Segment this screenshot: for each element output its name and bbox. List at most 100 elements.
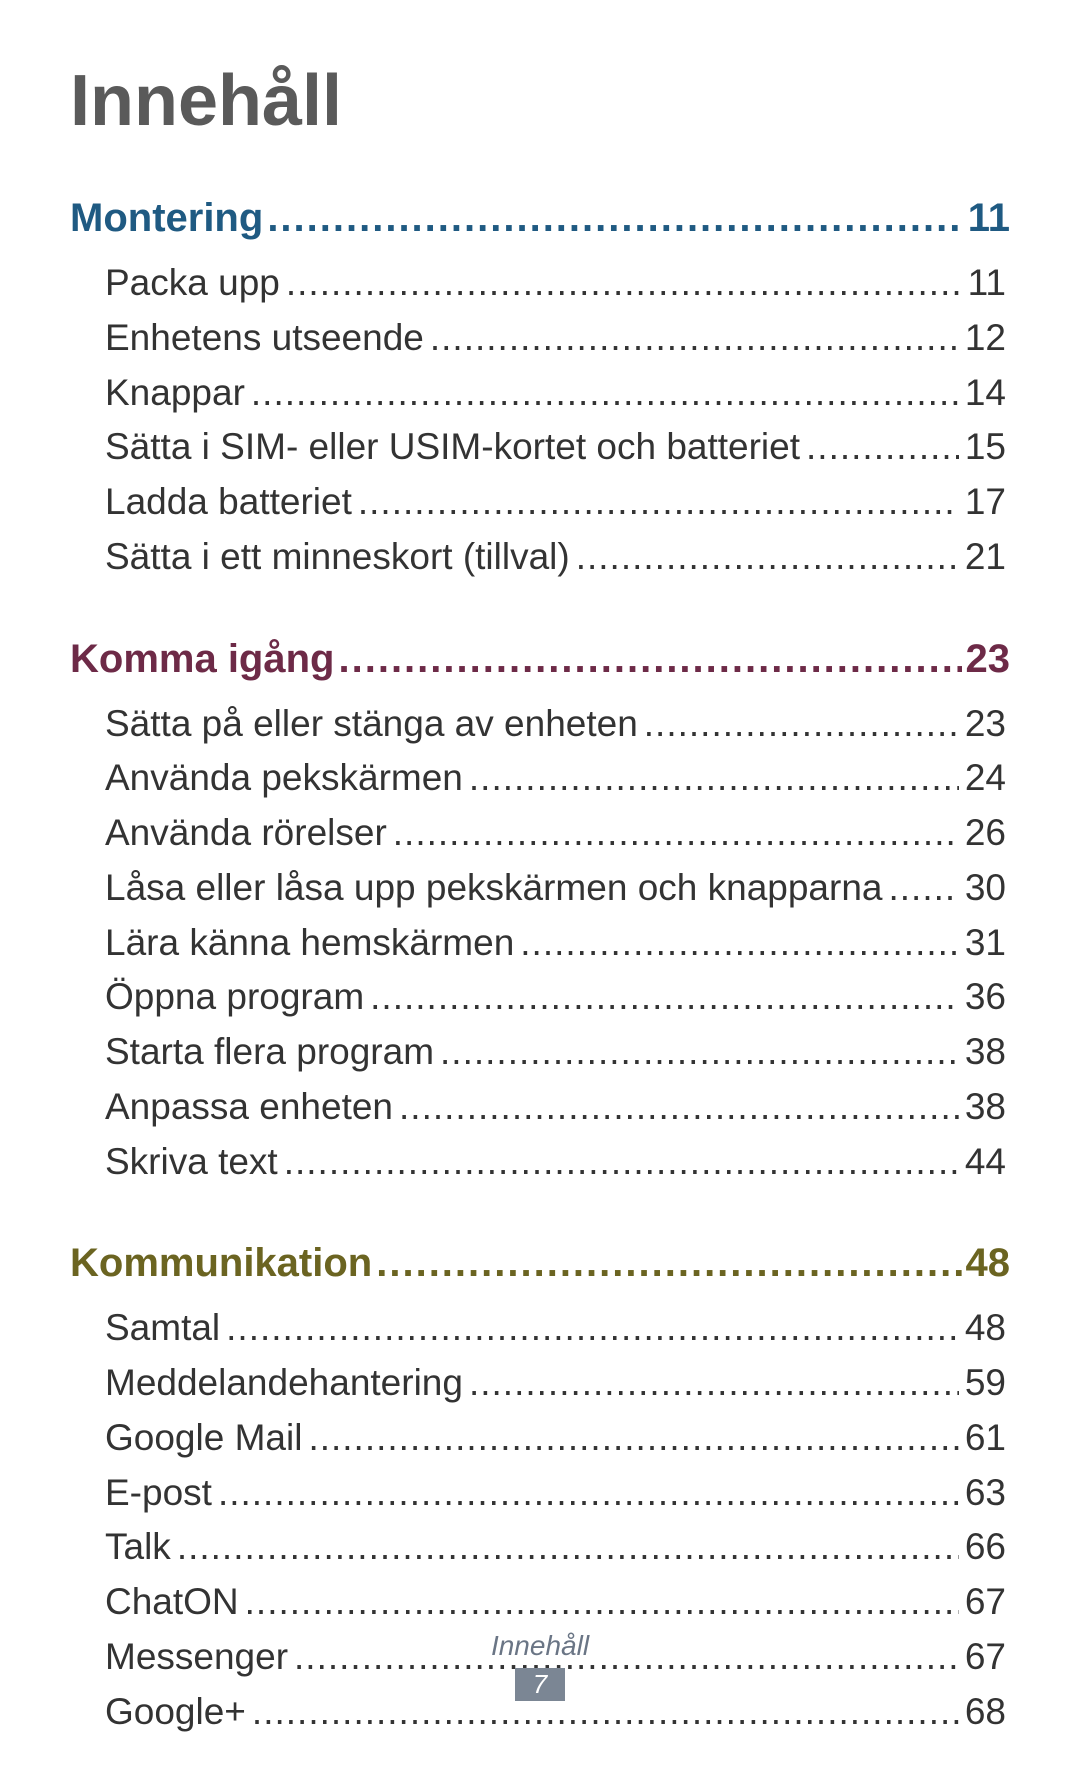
section-heading[interactable]: Kommunikation ..........................… <box>70 1237 1010 1289</box>
leader-dots: ........................................… <box>469 1356 959 1411</box>
leader-dots: ........................................… <box>889 861 959 916</box>
toc-entry[interactable]: Sätta på eller stänga av enheten .......… <box>105 697 1010 752</box>
entry-label: Meddelandehantering <box>105 1356 463 1411</box>
section-heading[interactable]: Komma igång ............................… <box>70 633 1010 685</box>
leader-dots: ........................................… <box>370 970 959 1025</box>
entry-page: 24 <box>965 751 1010 806</box>
section-entries: Sätta på eller stänga av enheten .......… <box>70 697 1010 1190</box>
entry-page: 38 <box>965 1080 1010 1135</box>
leader-dots: ........................................… <box>806 420 959 475</box>
section-entries: Packa upp ..............................… <box>70 256 1010 585</box>
page-title: Innehåll <box>70 60 1010 142</box>
toc-section: Komma igång ............................… <box>70 633 1010 1190</box>
toc-section: Montering ..............................… <box>70 192 1010 585</box>
leader-dots: ........................................… <box>576 530 959 585</box>
entry-page: 12 <box>965 311 1010 366</box>
leader-dots: ........................................… <box>284 1135 959 1190</box>
entry-label: Sätta i ett minneskort (tillval) <box>105 530 570 585</box>
toc-entry[interactable]: Samtal .................................… <box>105 1301 1010 1356</box>
entry-page: 21 <box>965 530 1010 585</box>
entry-page: 44 <box>965 1135 1010 1190</box>
entry-label: Öppna program <box>105 970 364 1025</box>
entry-label: Lära känna hemskärmen <box>105 916 514 971</box>
footer-page-number: 7 <box>515 1668 565 1701</box>
entry-page: 23 <box>965 697 1010 752</box>
leader-dots: ........................................… <box>376 1237 961 1289</box>
entry-label: Knappar <box>105 366 245 421</box>
entry-label: Samtal <box>105 1301 220 1356</box>
toc-entry[interactable]: Sätta i SIM- eller USIM-kortet och batte… <box>105 420 1010 475</box>
section-heading[interactable]: Montering ..............................… <box>70 192 1010 244</box>
entry-label: Packa upp <box>105 256 280 311</box>
leader-dots: ........................................… <box>644 697 959 752</box>
leader-dots: ........................................… <box>286 256 962 311</box>
entry-page: 17 <box>965 475 1010 530</box>
section-label: Montering <box>70 192 263 244</box>
entry-label: Anpassa enheten <box>105 1080 393 1135</box>
section-label: Kommunikation <box>70 1237 372 1289</box>
leader-dots: ........................................… <box>430 311 959 366</box>
entry-page: 31 <box>965 916 1010 971</box>
leader-dots: ........................................… <box>251 366 959 421</box>
toc-entry[interactable]: Knappar ................................… <box>105 366 1010 421</box>
entry-page: 14 <box>965 366 1010 421</box>
toc-entry[interactable]: Skriva text ............................… <box>105 1135 1010 1190</box>
entry-label: Låsa eller låsa upp pekskärmen och knapp… <box>105 861 883 916</box>
entry-label: Ladda batteriet <box>105 475 352 530</box>
toc-entry[interactable]: Ladda batteriet ........................… <box>105 475 1010 530</box>
toc-entry[interactable]: E-post .................................… <box>105 1466 1010 1521</box>
leader-dots: ........................................… <box>308 1411 958 1466</box>
entry-page: 26 <box>965 806 1010 861</box>
toc-entry[interactable]: Använda rörelser .......................… <box>105 806 1010 861</box>
toc-entry[interactable]: Talk ...................................… <box>105 1520 1010 1575</box>
entry-page: 15 <box>965 420 1010 475</box>
toc-page: Innehåll Montering .....................… <box>0 0 1080 1739</box>
toc-sections: Montering ..............................… <box>70 192 1010 1739</box>
leader-dots: ........................................… <box>338 633 961 685</box>
entry-page: 48 <box>965 1301 1010 1356</box>
entry-label: E-post <box>105 1466 212 1521</box>
leader-dots: ........................................… <box>469 751 959 806</box>
toc-entry[interactable]: Anpassa enheten ........................… <box>105 1080 1010 1135</box>
toc-entry[interactable]: Meddelandehantering ....................… <box>105 1356 1010 1411</box>
leader-dots: ........................................… <box>358 475 959 530</box>
toc-entry[interactable]: Packa upp ..............................… <box>105 256 1010 311</box>
toc-entry[interactable]: Lära känna hemskärmen ..................… <box>105 916 1010 971</box>
leader-dots: ........................................… <box>245 1575 959 1630</box>
leader-dots: ........................................… <box>393 806 959 861</box>
toc-entry[interactable]: Öppna program ..........................… <box>105 970 1010 1025</box>
section-label: Komma igång <box>70 633 334 685</box>
toc-entry[interactable]: Använda pekskärmen .....................… <box>105 751 1010 806</box>
entry-label: Använda rörelser <box>105 806 387 861</box>
entry-label: Talk <box>105 1520 171 1575</box>
entry-page: 61 <box>965 1411 1010 1466</box>
entry-label: Använda pekskärmen <box>105 751 463 806</box>
entry-label: Starta flera program <box>105 1025 434 1080</box>
entry-page: 38 <box>965 1025 1010 1080</box>
toc-entry[interactable]: Starta flera program ...................… <box>105 1025 1010 1080</box>
leader-dots: ........................................… <box>399 1080 959 1135</box>
leader-dots: ........................................… <box>218 1466 959 1521</box>
entry-page: 67 <box>965 1575 1010 1630</box>
entry-page: 36 <box>965 970 1010 1025</box>
toc-entry[interactable]: Enhetens utseende ......................… <box>105 311 1010 366</box>
toc-entry[interactable]: Sätta i ett minneskort (tillval) .......… <box>105 530 1010 585</box>
entry-label: ChatON <box>105 1575 239 1630</box>
entry-page: 30 <box>965 861 1010 916</box>
entry-label: Skriva text <box>105 1135 278 1190</box>
entry-label: Sätta på eller stänga av enheten <box>105 697 638 752</box>
section-page: 23 <box>966 633 1011 685</box>
toc-entry[interactable]: ChatON .................................… <box>105 1575 1010 1630</box>
leader-dots: ........................................… <box>520 916 959 971</box>
entry-page: 66 <box>965 1520 1010 1575</box>
section-page: 48 <box>966 1237 1011 1289</box>
toc-entry[interactable]: Google Mail ............................… <box>105 1411 1010 1466</box>
leader-dots: ........................................… <box>440 1025 959 1080</box>
entry-page: 11 <box>968 256 1010 311</box>
section-page: 11 <box>968 192 1010 244</box>
page-footer: Innehåll 7 <box>0 1630 1080 1701</box>
footer-label: Innehåll <box>0 1630 1080 1662</box>
entry-label: Google Mail <box>105 1411 302 1466</box>
toc-entry[interactable]: Låsa eller låsa upp pekskärmen och knapp… <box>105 861 1010 916</box>
entry-label: Enhetens utseende <box>105 311 424 366</box>
